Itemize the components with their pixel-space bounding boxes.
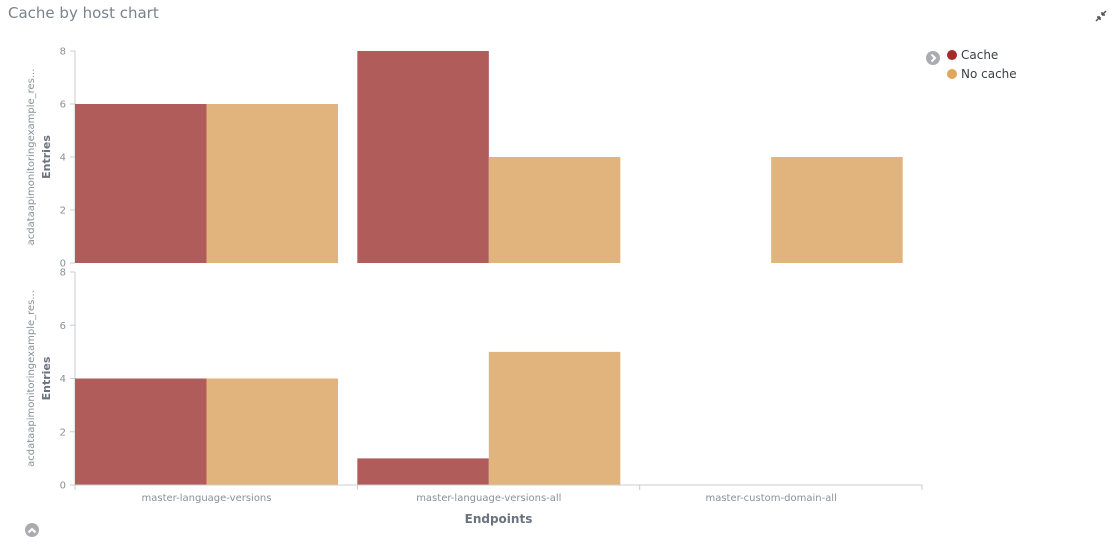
chevron-up-icon[interactable] [25,523,39,537]
bar-cache [75,378,207,485]
legend-swatch-no-cache [947,69,957,79]
legend-label-cache: Cache [961,48,999,62]
y-tick-label: 8 [60,268,66,279]
legend-item-cache[interactable]: Cache [947,48,998,62]
chevron-right-icon[interactable] [926,51,940,65]
y-tick-label: 2 [60,427,66,438]
y-tick-label: 2 [60,206,66,217]
y-axis-label: Entries [40,135,53,179]
bar-no-cache [771,157,903,263]
y-tick-label: 0 [60,481,66,492]
bar-no-cache [206,104,338,263]
x-tick-label: master-custom-domain-all [705,493,836,504]
y-tick-label: 6 [60,100,66,111]
row-label: acdataapimonitoringexample_res... [26,69,37,246]
bar-cache [357,458,489,485]
y-tick-label: 4 [60,374,66,385]
x-tick-label: master-language-versions [142,493,272,504]
y-tick-label: 8 [60,47,66,58]
bar-cache [75,104,207,263]
x-axis-label: Endpoints [465,512,533,526]
bar-no-cache [488,351,621,485]
y-tick-label: 0 [60,259,66,270]
y-axis-label: Entries [40,356,53,400]
minimize-icon[interactable] [1094,8,1108,22]
row-label: acdataapimonitoringexample_res... [26,290,37,467]
x-tick-label: master-language-versions-all [416,493,561,504]
y-tick-label: 4 [60,153,66,164]
legend-swatch-cache [947,50,957,60]
bar-cache [357,51,489,263]
bar-no-cache [488,157,621,263]
legend-item-no-cache[interactable]: No cache [947,67,1017,81]
y-tick-label: 6 [60,321,66,332]
legend-label-no-cache: No cache [961,67,1017,81]
panel-title: Cache by host chart [8,4,159,22]
bar-no-cache [206,378,338,485]
